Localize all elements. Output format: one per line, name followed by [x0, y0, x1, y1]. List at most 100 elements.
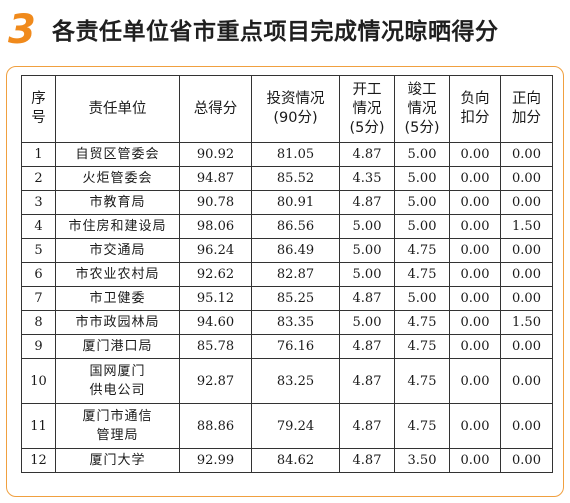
cell-neg: 0.00 — [449, 190, 501, 215]
cell-unit: 市住房和建设局 — [55, 214, 180, 239]
cell-unit: 市市政园林局 — [55, 310, 180, 335]
score-table: 序号责任单位 总得分 投资情况 (90分) 开工 情况 (5分) 竣工 情况 (5分) 负向 扣分 正向… — [21, 75, 553, 473]
cell-neg: 0.00 — [449, 262, 501, 287]
cell-total: 90.78 — [179, 190, 252, 215]
cell-total: 98.06 — [179, 214, 252, 239]
column-header-line: 责任单位 — [88, 100, 147, 117]
cell-start: 5.00 — [339, 310, 395, 335]
table-row: 1 自贸区管委会 90.92 81.05 4.87 5.00 0.00 0.00 — [21, 142, 553, 167]
cell-total: 88.86 — [179, 403, 252, 449]
cell-start: 5.00 — [339, 262, 395, 287]
column-header-line: (90分) — [273, 110, 318, 126]
cell-invest: 82.87 — [251, 262, 340, 287]
cell-total: 92.62 — [179, 262, 252, 287]
section-number: 3 — [8, 7, 36, 53]
cell-unit: 市交通局 — [55, 238, 180, 263]
cell-finish: 4.75 — [394, 403, 450, 449]
cell-no: 8 — [21, 310, 56, 335]
cell-neg: 0.00 — [449, 448, 501, 473]
cell-neg: 0.00 — [449, 286, 501, 311]
cell-unit: 市卫健委 — [55, 286, 180, 311]
cell-finish: 4.75 — [394, 262, 450, 287]
cell-pos: 0.00 — [500, 262, 553, 287]
unit-name-line: 市住房和建设局 — [68, 219, 167, 234]
cell-pos: 0.00 — [500, 286, 553, 311]
cell-unit: 市农业农村局 — [55, 262, 180, 287]
cell-neg: 0.00 — [449, 166, 501, 191]
cell-start: 4.87 — [339, 403, 395, 449]
column-header-line: 开工 — [352, 81, 382, 98]
unit-name-line: 厦门市通信 — [82, 409, 153, 424]
cell-pos: 0.00 — [500, 334, 553, 359]
cell-start: 4.35 — [339, 166, 395, 191]
cell-neg: 0.00 — [449, 310, 501, 335]
cell-invest: 81.05 — [251, 142, 340, 167]
cell-neg: 0.00 — [449, 358, 501, 404]
cell-invest: 80.91 — [251, 190, 340, 215]
cell-pos: 1.50 — [500, 214, 553, 239]
table-frame — [6, 66, 564, 497]
cell-no: 2 — [21, 166, 56, 191]
cell-finish: 4.75 — [394, 358, 450, 404]
page-header: 3 各责任单位省市重点项目完成情况晾晒得分 — [0, 0, 570, 62]
cell-pos: 0.00 — [500, 166, 553, 191]
column-header-line: 正向 — [512, 91, 541, 107]
table-row: 7 市卫健委 95.12 85.25 4.87 5.00 0.00 0.00 — [21, 286, 553, 311]
column-header-line: 竣工 — [407, 81, 437, 98]
column-header-line: (5分) — [349, 119, 385, 136]
column-header-line: 情况 — [352, 100, 382, 117]
unit-name-line: 管理局 — [96, 428, 139, 443]
cell-start: 4.87 — [339, 358, 395, 404]
cell-no: 6 — [21, 262, 56, 287]
unit-name-line: 厦门大学 — [89, 453, 146, 468]
column-header-start: 开工情况 (5分) — [339, 75, 395, 143]
column-header-invest: 投资情况 (90分) — [251, 75, 340, 143]
cell-pos: 1.50 — [500, 310, 553, 335]
cell-pos: 0.00 — [500, 142, 553, 167]
cell-finish: 4.75 — [394, 310, 450, 335]
cell-unit: 国网厦门 供电公司 — [55, 358, 180, 404]
cell-no: 12 — [21, 448, 56, 473]
cell-unit: 厦门大学 — [55, 448, 180, 473]
column-header-no: 序号 — [21, 75, 56, 143]
table-row: 8 市市政园林局 94.60 83.35 5.00 4.75 0.00 1.50 — [21, 310, 553, 335]
cell-total: 94.60 — [179, 310, 252, 335]
cell-invest: 83.35 — [251, 310, 340, 335]
column-header-line: 负向 — [460, 91, 490, 107]
column-header-line: 加分 — [512, 110, 541, 126]
cell-total: 92.87 — [179, 358, 252, 404]
cell-unit: 市教育局 — [55, 190, 180, 215]
cell-start: 4.87 — [339, 334, 395, 359]
unit-name-line: 供电公司 — [89, 383, 146, 398]
cell-invest: 86.56 — [251, 214, 340, 239]
cell-start: 5.00 — [339, 238, 395, 263]
cell-pos: 0.00 — [500, 403, 553, 449]
unit-name-line: 市交通局 — [89, 243, 146, 258]
cell-start: 5.00 — [339, 214, 395, 239]
cell-no: 11 — [21, 403, 56, 449]
cell-no: 7 — [21, 286, 56, 311]
cell-neg: 0.00 — [449, 142, 501, 167]
unit-name-line: 市教育局 — [89, 195, 146, 210]
table-row: 5 市交通局 96.24 86.49 5.00 4.75 0.00 0.00 — [21, 238, 553, 263]
cell-finish: 5.00 — [394, 190, 450, 215]
table-row: 4 市住房和建设局 98.06 86.56 5.00 5.00 0.00 1.50 — [21, 214, 553, 239]
table-row: 12 厦门大学 92.99 84.62 4.87 3.50 0.00 0.00 — [21, 448, 553, 473]
cell-unit: 厦门市通信 管理局 — [55, 403, 180, 449]
table-row: 2 火炬管委会 94.87 85.52 4.35 5.00 0.00 0.00 — [21, 166, 553, 191]
cell-invest: 76.16 — [251, 334, 340, 359]
cell-invest: 86.49 — [251, 238, 340, 263]
column-header-line: (5分) — [404, 119, 440, 136]
table-row: 9 厦门港口局 85.78 76.16 4.87 4.75 0.00 0.00 — [21, 334, 553, 359]
cell-total: 92.99 — [179, 448, 252, 473]
unit-name-line: 厦门港口局 — [82, 339, 153, 354]
cell-finish: 5.00 — [394, 166, 450, 191]
cell-no: 5 — [21, 238, 56, 263]
unit-name-line: 火炬管委会 — [82, 171, 153, 186]
cell-total: 94.87 — [179, 166, 252, 191]
column-header-line: 总得分 — [193, 100, 238, 117]
table-row: 11 厦门市通信 管理局 88.86 79.24 4.87 4.75 0.00 0.00 — [21, 403, 553, 449]
cell-invest: 85.25 — [251, 286, 340, 311]
cell-no: 3 — [21, 190, 56, 215]
cell-invest: 79.24 — [251, 403, 340, 449]
